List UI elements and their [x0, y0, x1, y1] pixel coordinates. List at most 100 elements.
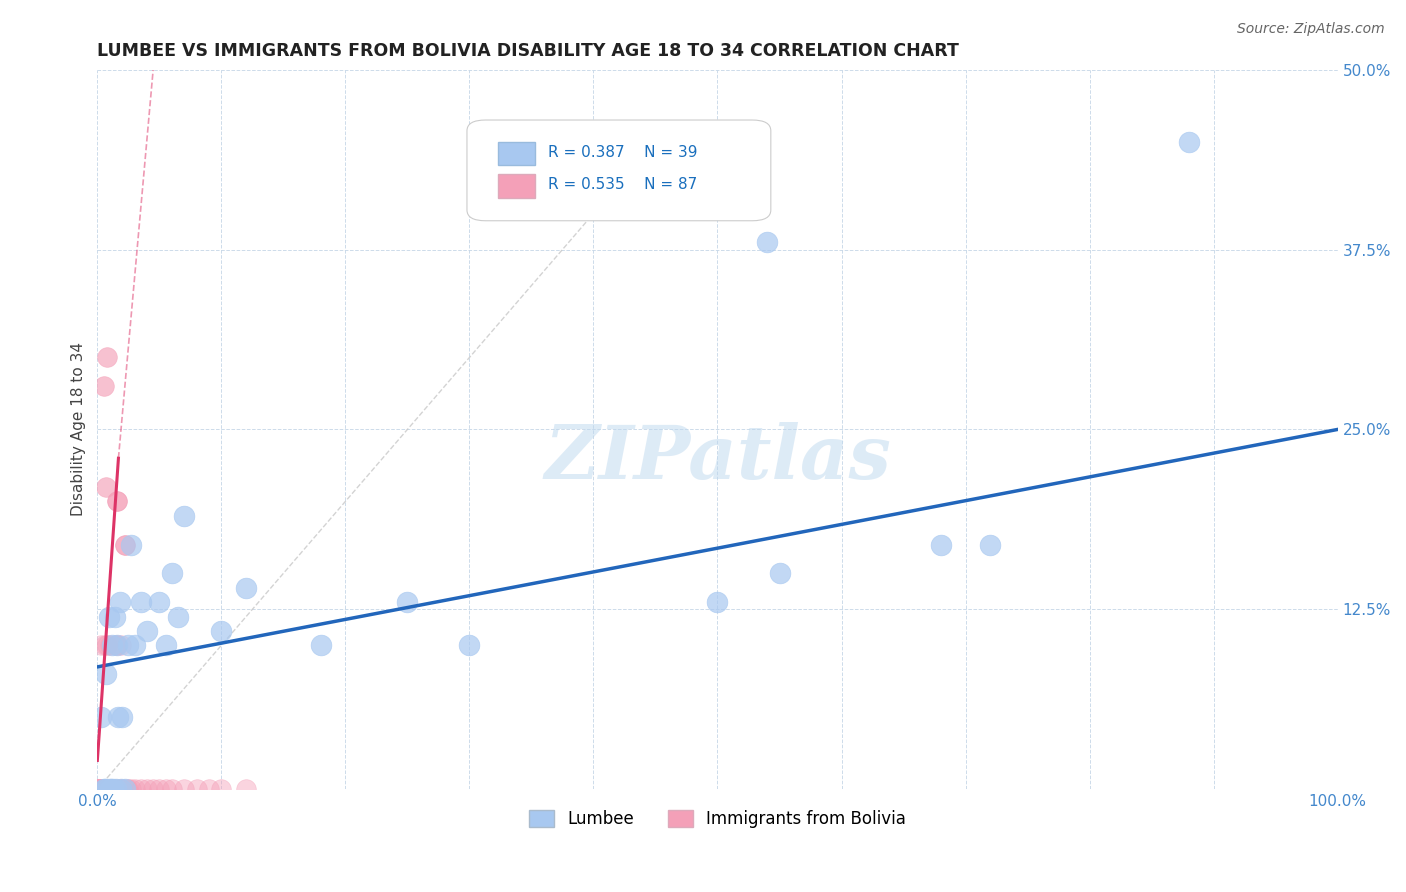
- Point: [104, 782, 127, 797]
- Point: [209, 624, 232, 638]
- Point: [198, 782, 221, 797]
- Point: [96, 638, 118, 652]
- Point: [91, 782, 114, 797]
- Point: [115, 782, 138, 797]
- Point: [117, 782, 139, 797]
- Point: [94, 480, 117, 494]
- Legend: Lumbee, Immigrants from Bolivia: Lumbee, Immigrants from Bolivia: [523, 804, 912, 835]
- Point: [90, 710, 112, 724]
- Point: [101, 782, 124, 797]
- Point: [96, 782, 118, 797]
- Point: [136, 782, 159, 797]
- Point: [89, 782, 111, 797]
- Point: [87, 782, 110, 797]
- Point: [87, 782, 110, 797]
- Point: [87, 782, 110, 797]
- Point: [114, 782, 136, 797]
- Point: [94, 667, 117, 681]
- Point: [103, 782, 125, 797]
- Point: [89, 782, 111, 797]
- Point: [90, 638, 112, 652]
- Point: [94, 782, 117, 797]
- Point: [93, 379, 115, 393]
- Point: [142, 782, 165, 797]
- Point: [108, 595, 131, 609]
- FancyBboxPatch shape: [498, 174, 536, 198]
- Point: [160, 782, 183, 797]
- Y-axis label: Disability Age 18 to 34: Disability Age 18 to 34: [72, 343, 86, 516]
- Point: [90, 782, 112, 797]
- Point: [104, 638, 127, 652]
- Point: [186, 782, 208, 797]
- Point: [90, 782, 112, 797]
- Point: [173, 508, 195, 523]
- Point: [91, 782, 114, 797]
- Point: [89, 782, 111, 797]
- Point: [148, 782, 170, 797]
- Point: [129, 595, 152, 609]
- Point: [94, 782, 117, 797]
- Point: [756, 235, 779, 250]
- Point: [91, 782, 114, 797]
- Point: [90, 782, 112, 797]
- Point: [103, 782, 125, 797]
- Point: [90, 782, 112, 797]
- Text: R = 0.387    N = 39: R = 0.387 N = 39: [547, 145, 697, 160]
- Point: [96, 351, 118, 365]
- Point: [105, 638, 128, 652]
- Point: [124, 782, 146, 797]
- Text: LUMBEE VS IMMIGRANTS FROM BOLIVIA DISABILITY AGE 18 TO 34 CORRELATION CHART: LUMBEE VS IMMIGRANTS FROM BOLIVIA DISABI…: [97, 42, 959, 60]
- Point: [91, 782, 114, 797]
- Point: [110, 638, 132, 652]
- Point: [93, 782, 115, 797]
- Point: [94, 782, 117, 797]
- Point: [91, 782, 114, 797]
- Point: [209, 782, 232, 797]
- Text: ZIPatlas: ZIPatlas: [544, 422, 891, 494]
- Point: [107, 782, 129, 797]
- Point: [93, 782, 115, 797]
- Text: R = 0.535    N = 87: R = 0.535 N = 87: [547, 178, 697, 193]
- Point: [93, 782, 115, 797]
- Point: [97, 609, 120, 624]
- Point: [94, 782, 117, 797]
- Point: [120, 782, 142, 797]
- Point: [101, 638, 124, 652]
- FancyBboxPatch shape: [467, 120, 770, 220]
- Point: [108, 782, 131, 797]
- Point: [155, 782, 177, 797]
- Point: [1178, 135, 1201, 149]
- Point: [90, 782, 112, 797]
- Point: [160, 566, 183, 581]
- Point: [120, 538, 142, 552]
- Point: [117, 638, 139, 652]
- Point: [94, 782, 117, 797]
- Point: [110, 782, 132, 797]
- Point: [105, 494, 128, 508]
- Point: [89, 782, 111, 797]
- Point: [90, 782, 112, 797]
- Point: [979, 538, 1001, 552]
- Point: [94, 638, 117, 652]
- Point: [96, 782, 118, 797]
- Point: [87, 782, 110, 797]
- Point: [89, 782, 111, 797]
- Point: [91, 782, 114, 797]
- Point: [96, 782, 118, 797]
- Point: [87, 782, 110, 797]
- Point: [98, 782, 121, 797]
- Point: [100, 782, 122, 797]
- Point: [129, 782, 152, 797]
- Point: [100, 782, 122, 797]
- Point: [96, 782, 118, 797]
- Point: [107, 710, 129, 724]
- Point: [173, 782, 195, 797]
- Point: [235, 782, 257, 797]
- Point: [111, 710, 134, 724]
- Point: [93, 782, 115, 797]
- Point: [89, 782, 111, 797]
- Point: [89, 782, 111, 797]
- Point: [105, 638, 128, 652]
- Point: [768, 566, 790, 581]
- Point: [87, 782, 110, 797]
